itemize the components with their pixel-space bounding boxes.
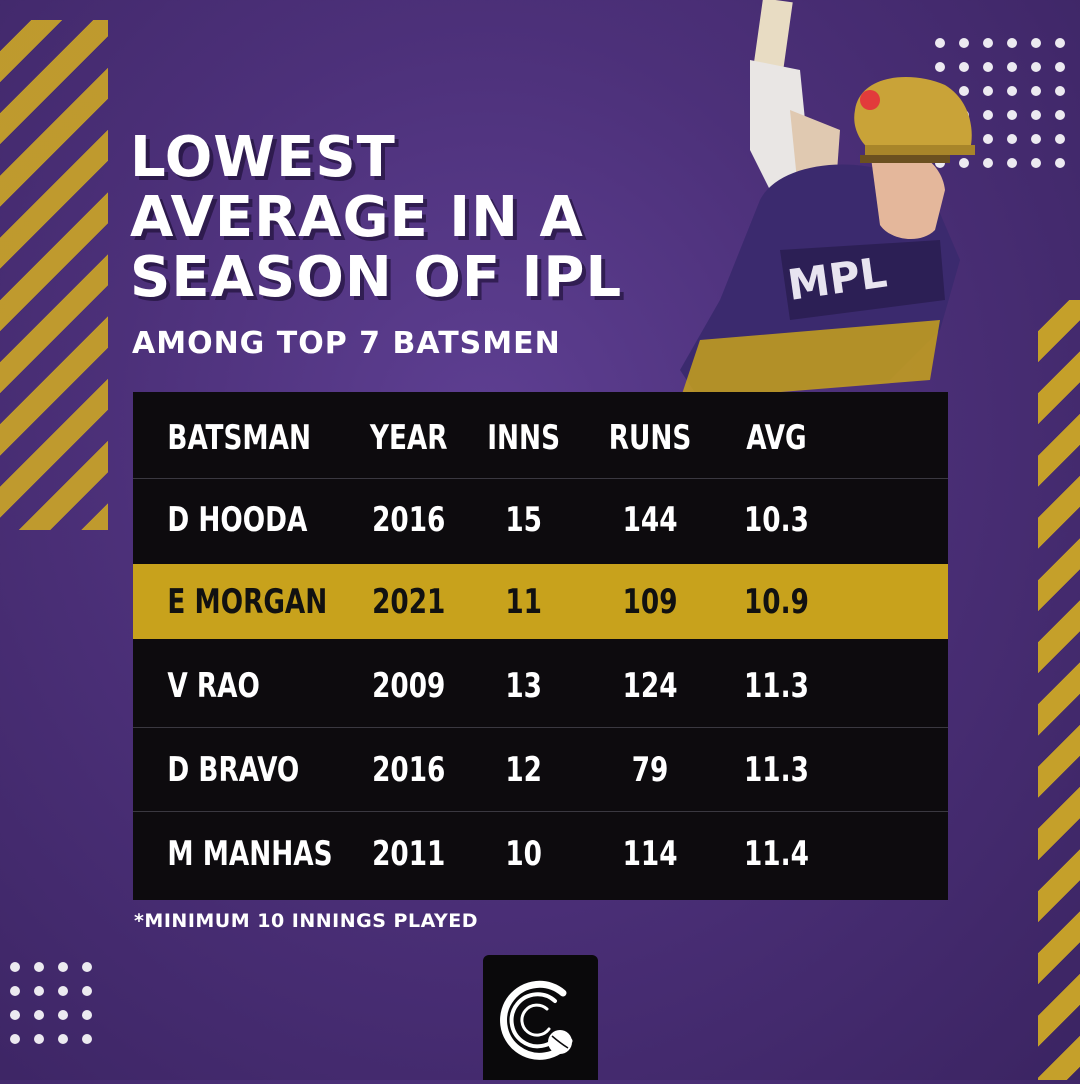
header-inns: INNS	[487, 418, 561, 458]
brand-logo	[483, 955, 598, 1080]
cell-year: 2016	[372, 750, 446, 790]
row-divider	[133, 478, 948, 479]
cell-year: 2016	[372, 500, 446, 540]
title-line-2: AVERAGE IN A	[130, 185, 584, 250]
cell-inns: 12	[505, 750, 542, 790]
cell-batsman: D HOODA	[167, 500, 308, 540]
cell-avg: 11.3	[743, 666, 809, 706]
cell-year: 2021	[372, 582, 446, 622]
decor-dots-bottom-left	[10, 962, 92, 1044]
cell-runs: 124	[622, 666, 678, 706]
table-header-row: BATSMAN YEAR INNS RUNS AVG	[133, 398, 834, 478]
cell-inns: 10	[505, 834, 542, 874]
cell-runs: 109	[622, 582, 678, 622]
cell-runs: 114	[622, 834, 678, 874]
cell-avg: 11.3	[743, 750, 809, 790]
subtitle: AMONG TOP 7 BATSMEN	[132, 326, 561, 361]
cell-batsman: E MORGAN	[167, 582, 328, 622]
stats-table: BATSMAN YEAR INNS RUNS AVG D HOODA 2016 …	[133, 392, 948, 900]
cell-avg: 10.9	[743, 582, 809, 622]
cell-year: 2009	[372, 666, 446, 706]
header-runs: RUNS	[608, 418, 692, 458]
header-avg: AVG	[746, 418, 807, 458]
cell-inns: 11	[505, 582, 542, 622]
cell-runs: 79	[631, 750, 669, 790]
table-row: M MANHAS 2011 10 114 11.4	[133, 814, 834, 894]
row-divider	[133, 811, 948, 812]
row-divider	[133, 727, 948, 728]
highlight-row-background	[133, 564, 948, 639]
cell-avg: 11.4	[743, 834, 809, 874]
cell-inns: 15	[505, 500, 542, 540]
table-row-highlighted: E MORGAN 2021 11 109 10.9	[133, 562, 834, 642]
cell-batsman: V RAO	[167, 666, 260, 706]
table-row: D HOODA 2016 15 144 10.3	[133, 480, 834, 560]
cell-year: 2011	[372, 834, 446, 874]
title-line-3: SEASON OF IPL	[130, 245, 623, 310]
cell-runs: 144	[622, 500, 678, 540]
cell-avg: 10.3	[743, 500, 809, 540]
title-line-1: LOWEST	[130, 125, 396, 190]
cell-batsman: M MANHAS	[167, 834, 333, 874]
table-row: V RAO 2009 13 124 11.3	[133, 646, 834, 726]
cell-batsman: D BRAVO	[167, 750, 300, 790]
batsman-photo: MPL	[680, 0, 975, 400]
decor-stripes-right	[1038, 300, 1080, 1080]
table-row: D BRAVO 2016 12 79 11.3	[133, 730, 834, 810]
header-batsman: BATSMAN	[167, 418, 311, 458]
cricket-ball-logo-icon	[500, 980, 573, 1060]
decor-stripes-left	[0, 20, 108, 530]
footnote: *MINIMUM 10 INNINGS PLAYED	[134, 910, 478, 932]
cell-inns: 13	[505, 666, 542, 706]
header-year: YEAR	[369, 418, 448, 458]
page-title: LOWEST AVERAGE IN A SEASON OF IPL	[130, 128, 622, 308]
